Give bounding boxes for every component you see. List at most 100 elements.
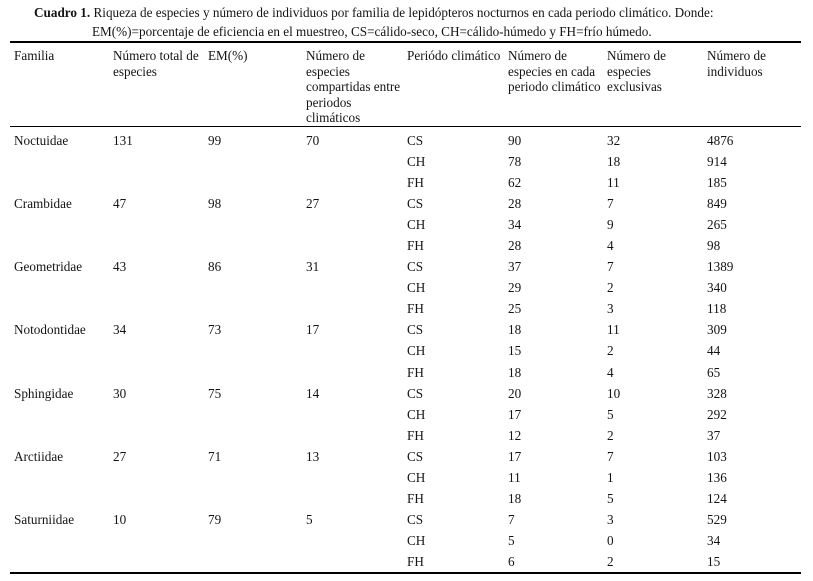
table-row: CH 29 2 340 <box>10 277 801 298</box>
cell-num-total-especies <box>109 340 204 361</box>
cell-familia: Noctuidae <box>14 132 69 148</box>
cell-num-individuos: 4876 <box>707 132 734 148</box>
cell-familia <box>10 172 109 193</box>
cell-num-total-especies: 27 <box>113 448 127 464</box>
cell-periodo: FH <box>407 554 424 570</box>
cell-periodo: CH <box>407 406 426 422</box>
cell-em: 98 <box>208 195 222 211</box>
cell-em <box>204 404 302 425</box>
cell-especies-compartidas <box>302 298 403 319</box>
table-row: FH 18 5 124 <box>10 488 801 509</box>
cell-especies-exclusivas: 2 <box>607 280 614 296</box>
cell-em <box>204 551 302 573</box>
cell-familia: Sphingidae <box>14 385 74 401</box>
cell-periodo: CS <box>407 448 424 464</box>
table-row: CH 11 1 136 <box>10 467 801 488</box>
cell-especies-periodo: 18 <box>508 491 522 507</box>
cell-num-individuos: 265 <box>707 216 727 232</box>
cell-em <box>204 151 302 172</box>
table-row: Sphingidae 30 75 14 CS 20 10 328 <box>10 383 801 404</box>
table-row: FH 28 4 98 <box>10 235 801 256</box>
cell-num-individuos: 185 <box>707 174 727 190</box>
cell-especies-periodo: 20 <box>508 385 522 401</box>
cell-especies-compartidas: 5 <box>306 512 313 528</box>
cell-periodo: FH <box>407 174 424 190</box>
cell-num-total-especies <box>109 551 204 573</box>
table-row: Geometridae 43 86 31 CS 37 7 1389 <box>10 256 801 277</box>
cell-num-individuos: 914 <box>707 153 727 169</box>
cell-especies-compartidas: 14 <box>306 385 320 401</box>
cell-periodo: FH <box>407 364 424 380</box>
cell-especies-exclusivas: 9 <box>607 216 614 232</box>
cell-periodo: CH <box>407 343 426 359</box>
cell-num-individuos: 136 <box>707 470 727 485</box>
table-row: CH 15 2 44 <box>10 340 801 361</box>
cell-periodo: CS <box>407 385 424 401</box>
table-row: FH 18 4 65 <box>10 362 801 383</box>
cell-especies-exclusivas: 0 <box>607 533 614 549</box>
cell-num-individuos: 37 <box>707 427 721 443</box>
cell-num-total-especies <box>109 404 204 425</box>
cell-especies-exclusivas: 5 <box>607 491 614 507</box>
cell-especies-compartidas: 13 <box>306 448 320 464</box>
cell-periodo: CH <box>407 216 426 232</box>
caption-label: Cuadro 1. <box>34 5 91 20</box>
cell-especies-compartidas <box>302 340 403 361</box>
cell-periodo: CS <box>407 322 424 338</box>
cell-num-individuos: 124 <box>707 491 727 507</box>
cell-em <box>204 488 302 509</box>
cell-familia <box>10 298 109 319</box>
cell-especies-exclusivas: 7 <box>607 448 614 464</box>
cell-familia <box>10 340 109 361</box>
cell-num-individuos: 34 <box>707 533 721 549</box>
cell-especies-periodo: 90 <box>508 132 522 148</box>
cell-especies-compartidas: 27 <box>306 195 320 211</box>
cell-familia <box>10 551 109 573</box>
cell-especies-periodo: 78 <box>508 153 522 169</box>
cell-num-individuos: 103 <box>707 448 727 464</box>
cell-especies-compartidas: 31 <box>306 259 320 275</box>
cell-periodo: FH <box>407 237 424 253</box>
cell-especies-exclusivas: 18 <box>607 153 621 169</box>
cell-especies-exclusivas: 5 <box>607 406 614 422</box>
cell-especies-periodo: 29 <box>508 280 522 296</box>
cell-em: 99 <box>208 132 222 148</box>
cell-especies-compartidas <box>302 488 403 509</box>
cell-num-individuos: 98 <box>707 237 721 253</box>
cell-em <box>204 214 302 235</box>
table-row: CH 5 0 34 <box>10 530 801 551</box>
cell-especies-exclusivas: 2 <box>607 427 614 443</box>
column-header-especies-compartidas: Número de especies compartidas entre per… <box>302 42 403 127</box>
cell-num-total-especies <box>109 277 204 298</box>
cell-periodo: CS <box>407 259 424 275</box>
cell-familia <box>10 530 109 551</box>
cell-familia <box>10 235 109 256</box>
cell-especies-exclusivas: 7 <box>607 195 614 211</box>
cell-periodo: CH <box>407 533 426 549</box>
cell-num-total-especies: 131 <box>113 132 133 148</box>
cell-especies-exclusivas: 32 <box>607 132 621 148</box>
cell-especies-exclusivas: 4 <box>607 237 614 253</box>
cell-num-individuos: 65 <box>707 364 721 380</box>
cell-especies-exclusivas: 1 <box>607 470 614 485</box>
cell-periodo: CH <box>407 470 426 485</box>
cell-em: 75 <box>208 385 222 401</box>
cell-especies-periodo: 25 <box>508 301 522 317</box>
cell-especies-compartidas <box>302 172 403 193</box>
table-row: Notodontidae 34 73 17 CS 18 11 309 <box>10 319 801 340</box>
table-row: Noctuidae 131 99 70 CS 90 32 4876 <box>10 126 801 151</box>
cell-num-total-especies: 10 <box>113 512 127 528</box>
cell-num-total-especies <box>109 235 204 256</box>
cell-especies-exclusivas: 3 <box>607 512 614 528</box>
table-row: CH 78 18 914 <box>10 151 801 172</box>
cell-especies-periodo: 15 <box>508 343 522 359</box>
cell-num-individuos: 292 <box>707 406 727 422</box>
cell-especies-compartidas <box>302 467 403 488</box>
cell-periodo: CH <box>407 280 426 296</box>
caption-text-line2: EM(%)=porcentaje de eficiencia en el mue… <box>92 23 652 39</box>
table-row: FH 6 2 15 <box>10 551 801 573</box>
cell-especies-compartidas <box>302 235 403 256</box>
cell-em: 86 <box>208 259 222 275</box>
column-header-periodo-climatico: Periódo climático <box>403 42 504 127</box>
cell-especies-compartidas <box>302 425 403 446</box>
